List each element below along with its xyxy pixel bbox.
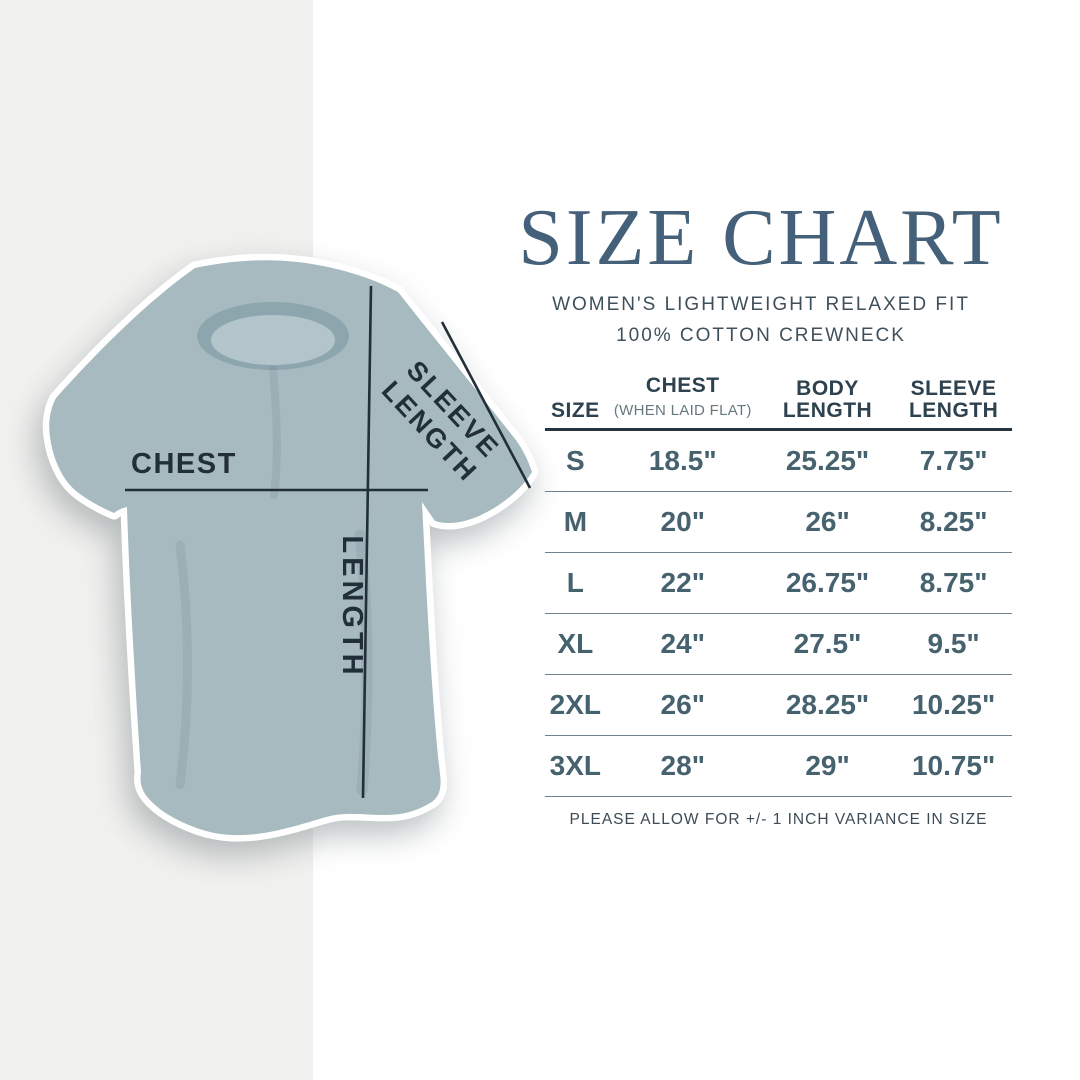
size-table: SIZE CHEST (WHEN LAID FLAT) BODY LENGTH … [545,366,1012,829]
fabric-fold [269,366,281,499]
table-row-xl: XL 24" 27.5" 9.5" [545,614,1012,675]
table-header-row: SIZE CHEST (WHEN LAID FLAT) BODY LENGTH … [545,366,1012,431]
table-row-3xl: 3XL 28" 29" 10.75" [545,736,1012,797]
subtitle: WOMEN'S LIGHTWEIGHT RELAXED FIT 100% COT… [505,289,1017,351]
column-header-chest-label: CHEST [645,374,720,397]
column-header-size: SIZE [551,399,600,422]
column-header-body-length: BODY LENGTH [782,377,873,422]
column-header-chest: CHEST (WHEN LAID FLAT) [606,375,760,422]
tshirt-diagram: CHEST LENGTH SLEEVE LENGTH [42,253,539,842]
chest-cell: 20" [660,506,705,537]
sleeve-length-cell: 8.75" [919,567,988,598]
chest-cell: 18.5" [648,445,717,476]
subtitle-line-1: WOMEN'S LIGHTWEIGHT RELAXED FIT [552,294,970,315]
chest-cell: 22" [660,567,705,598]
table-row-l: L 22" 26.75" 8.75" [545,553,1012,614]
size-cell: 2XL [549,689,602,720]
length-label: LENGTH [336,535,368,678]
body-length-cell: 28.25" [785,689,870,720]
body-length-cell: 29" [805,750,850,781]
size-cell: M [563,506,588,537]
sleeve-length-line [440,321,532,489]
table-row-2xl: 2XL 26" 28.25" 10.25" [545,675,1012,736]
sleeve-length-cell: 8.25" [919,506,988,537]
sleeve-length-cell: 9.5" [927,628,980,659]
column-header-sleeve-length: SLEEVE LENGTH [908,377,999,422]
body-length-cell: 26" [805,506,850,537]
collar-opening [211,315,335,365]
chest-cell: 28" [660,750,705,781]
column-header-chest-subnote: (WHEN LAID FLAT) [613,402,752,419]
length-line [361,285,373,799]
body-length-cell: 26.75" [785,567,870,598]
body-length-cell: 25.25" [785,445,870,476]
tshirt-silhouette [42,253,539,842]
sleeve-length-cell: 10.25" [911,689,996,720]
size-cell: L [566,567,584,598]
chest-cell: 26" [660,689,705,720]
chest-label: CHEST [131,448,237,480]
sleeve-length-cell: 7.75" [919,445,988,476]
size-cell: S [566,445,585,476]
chest-cell: 24" [660,628,705,659]
page-title: SIZE CHART [518,194,1004,282]
table-row-s: S 18.5" 25.25" 7.75" [545,431,1012,492]
body-length-cell: 27.5" [793,628,862,659]
fabric-fold [175,540,192,790]
variance-note: PLEASE ALLOW FOR +/- 1 INCH VARIANCE IN … [569,811,988,828]
sleeve-length-cell: 10.75" [911,750,996,781]
size-cell: 3XL [549,750,602,781]
table-row-m: M 20" 26" 8.25" [545,492,1012,553]
subtitle-line-2: 100% COTTON CREWNECK [616,325,906,346]
size-cell: XL [557,628,594,659]
